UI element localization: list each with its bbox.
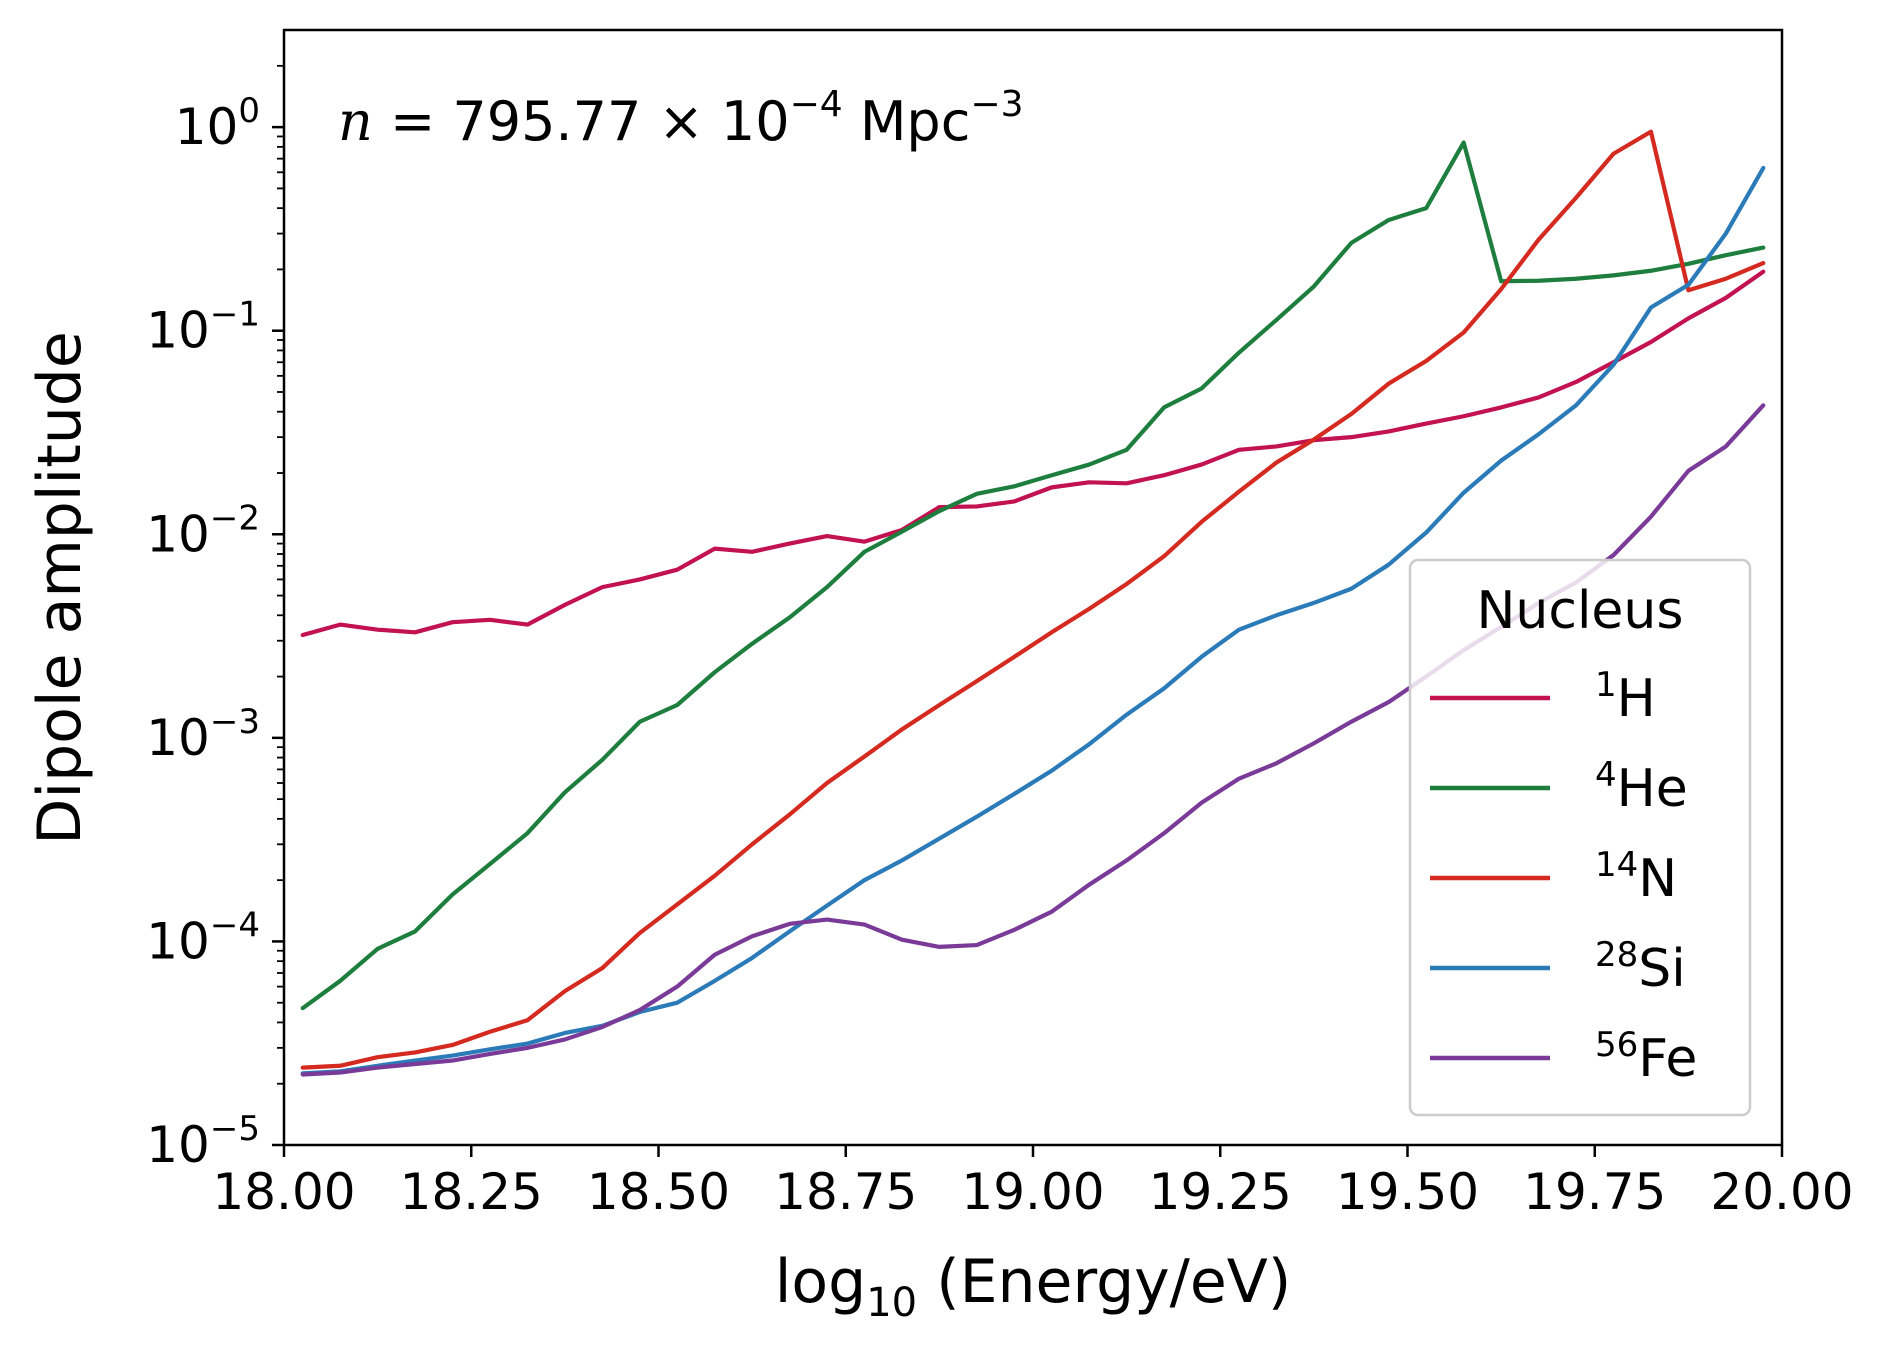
legend-label-n: 14N [1595,845,1677,909]
series-line-h [300,269,1766,638]
series-line-n [300,129,1766,1070]
legend-label-fe: 56Fe [1595,1025,1697,1089]
y-axis: 10−5 10−4 10−3 10−2 10−1 100 [146,64,284,1174]
density-value: = 795.77 × 10 [373,90,790,153]
series-line-si [300,165,1766,1076]
density-unit: Mpc [843,90,971,153]
y-tick-label: 10−4 [146,905,260,970]
legend-label-si: 28Si [1595,935,1686,999]
series-line-he [300,140,1766,1011]
density-value-exponent: −4 [790,84,843,125]
x-axis: 18.00 18.25 18.50 18.75 19.00 19.25 19.50 19.75… [212,1145,1854,1221]
legend-label-h: 1H [1595,665,1656,729]
x-tick-label: 18.00 [212,1163,355,1221]
density-annotation: n = 795.77 × 10−4 Mpc−3 [338,84,1023,153]
x-axis-label: log10 (Energy/eV) [775,1247,1292,1326]
x-tick-label: 20.00 [1710,1163,1853,1221]
x-axis-label-subscript: 10 [866,1280,917,1326]
y-axis-label: Dipole amplitude [25,331,95,845]
x-tick-label: 18.50 [587,1163,730,1221]
y-tick-label: 10−2 [146,498,260,563]
x-tick-label: 18.25 [400,1163,543,1221]
y-tick-label: 10−3 [146,702,260,767]
legend-title: Nucleus [1477,581,1684,641]
y-tick-label: 10−1 [146,295,260,360]
y-tick-label: 100 [175,91,260,156]
x-tick-label: 19.25 [1149,1163,1292,1221]
x-axis-label-suffix: (Energy/eV) [917,1247,1291,1317]
series-layer [300,129,1766,1077]
x-tick-label: 18.75 [774,1163,917,1221]
legend-frame [1408,558,1752,1117]
x-axis-label-prefix: log [775,1247,866,1317]
density-unit-exponent: −3 [970,84,1023,125]
x-tick-label: 19.75 [1523,1163,1666,1221]
x-tick-label: 19.50 [1336,1163,1479,1221]
y-tick-label: 10−5 [146,1109,260,1174]
legend-label-he: 4He [1595,755,1688,819]
x-tick-label: 19.00 [961,1163,1104,1221]
legend: Nucleus 1H 4He 14N 28Si 56Fe [1408,558,1752,1117]
legend-items: 1H 4He 14N 28Si 56Fe [1430,665,1697,1089]
density-symbol: n [338,90,373,153]
